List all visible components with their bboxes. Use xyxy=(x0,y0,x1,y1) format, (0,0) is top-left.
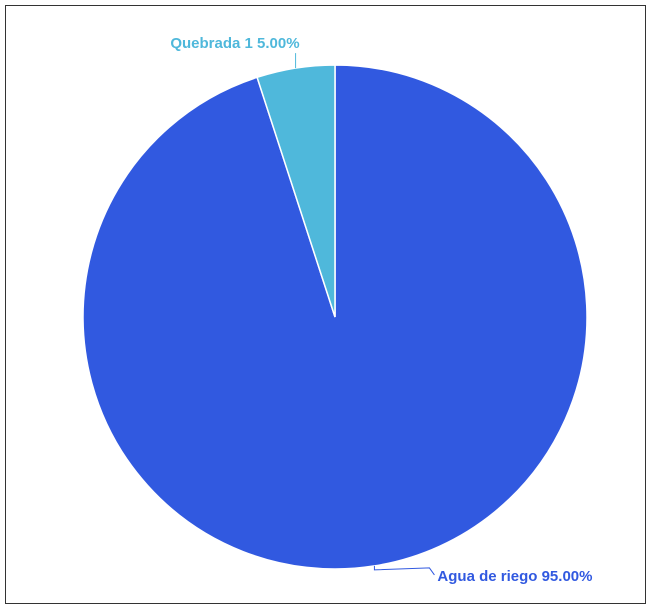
leader-line-agua-de-riego xyxy=(373,565,435,576)
label-leader-lines xyxy=(295,53,435,576)
slice-label-agua-de-riego: Agua de riego 95.00% xyxy=(437,568,592,585)
pie-slices xyxy=(82,64,588,570)
slice-label-quebrada-1: Quebrada 1 5.00% xyxy=(170,35,299,52)
pie-slice-quebrada-1 xyxy=(256,64,336,318)
